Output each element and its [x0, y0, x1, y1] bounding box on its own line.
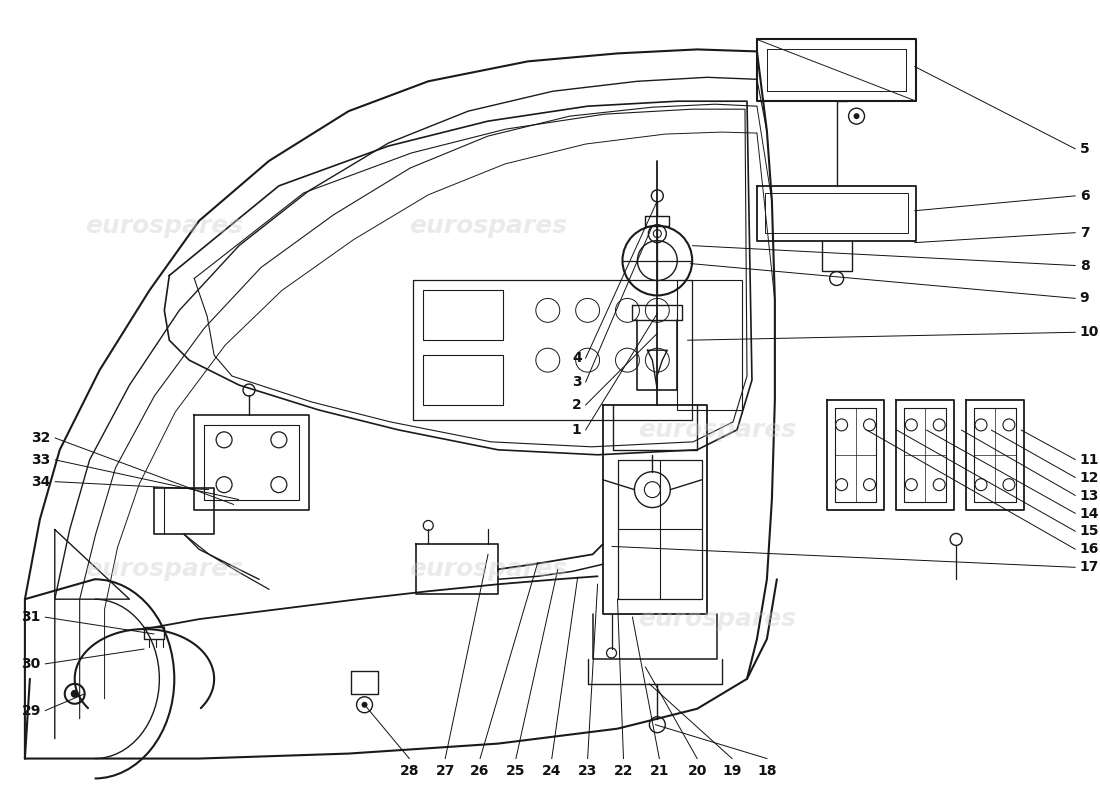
- Text: 21: 21: [650, 763, 669, 778]
- Text: 34: 34: [32, 474, 51, 489]
- Text: 31: 31: [22, 610, 41, 624]
- Text: 2: 2: [572, 398, 582, 412]
- Text: 12: 12: [1079, 470, 1099, 485]
- Bar: [424, 290, 503, 340]
- Circle shape: [70, 690, 79, 698]
- Text: 25: 25: [506, 763, 526, 778]
- Text: eurospares: eurospares: [638, 418, 796, 442]
- Bar: [678, 281, 743, 410]
- Text: 17: 17: [1079, 560, 1099, 574]
- Text: 9: 9: [1079, 291, 1089, 306]
- Text: 28: 28: [399, 763, 419, 778]
- Text: 19: 19: [723, 763, 741, 778]
- Text: 32: 32: [32, 431, 51, 445]
- Circle shape: [362, 702, 367, 708]
- Text: eurospares: eurospares: [638, 607, 796, 631]
- Text: 13: 13: [1079, 489, 1099, 502]
- Text: 4: 4: [572, 351, 582, 365]
- Text: eurospares: eurospares: [86, 558, 243, 582]
- Text: 24: 24: [542, 763, 561, 778]
- Text: eurospares: eurospares: [86, 214, 243, 238]
- Text: 27: 27: [436, 763, 455, 778]
- Text: 18: 18: [757, 763, 777, 778]
- Text: 6: 6: [1079, 189, 1089, 203]
- Bar: [424, 355, 503, 405]
- Text: 7: 7: [1079, 226, 1089, 240]
- Text: 5: 5: [1079, 142, 1089, 156]
- Text: 1: 1: [572, 423, 582, 437]
- Text: 20: 20: [688, 763, 707, 778]
- Text: 11: 11: [1079, 453, 1099, 466]
- Text: 30: 30: [22, 657, 41, 671]
- Bar: [764, 193, 909, 233]
- Text: eurospares: eurospares: [409, 558, 568, 582]
- Text: 23: 23: [578, 763, 597, 778]
- Text: 10: 10: [1079, 326, 1099, 339]
- Circle shape: [854, 113, 859, 119]
- Text: 26: 26: [471, 763, 490, 778]
- Text: 22: 22: [614, 763, 634, 778]
- Text: 33: 33: [32, 453, 51, 466]
- Text: eurospares: eurospares: [409, 214, 568, 238]
- Text: 3: 3: [572, 375, 582, 389]
- Text: 14: 14: [1079, 506, 1099, 521]
- Text: 29: 29: [22, 704, 41, 718]
- Text: 16: 16: [1079, 542, 1099, 556]
- Text: 15: 15: [1079, 525, 1099, 538]
- Text: 8: 8: [1079, 258, 1089, 273]
